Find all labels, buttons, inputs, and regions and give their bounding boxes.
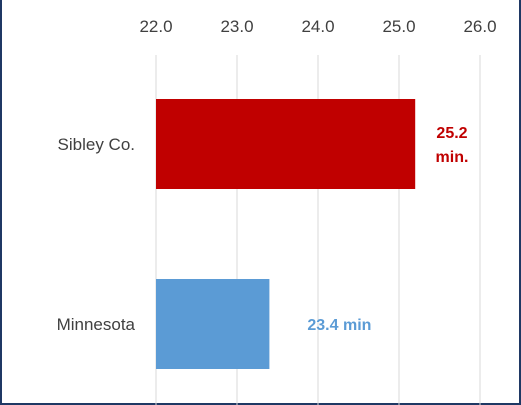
data-label-0: 25.2 min. (436, 125, 469, 166)
category-labels: Sibley Co. Minnesota (57, 135, 136, 334)
bar-0 (156, 99, 416, 189)
x-tick-label-1: 23.0 (220, 17, 253, 36)
bar-1 (156, 279, 270, 369)
category-label-0: Sibley Co. (58, 135, 135, 154)
x-axis-tick-labels: 22.0 23.0 24.0 25.0 26.0 (139, 17, 496, 36)
x-tick-label-2: 24.0 (301, 17, 334, 36)
category-label-1: Minnesota (57, 315, 136, 334)
bars (156, 99, 416, 369)
data-labels: 25.2 min. 23.4 min (307, 125, 468, 334)
data-label-1: 23.4 min (307, 317, 371, 334)
data-label-0-line-0: 25.2 (436, 125, 467, 142)
data-label-0-line-1: min. (436, 149, 469, 166)
x-tick-label-3: 25.0 (382, 17, 415, 36)
x-tick-label-4: 26.0 (463, 17, 496, 36)
data-label-1-line-0: 23.4 min (307, 317, 371, 334)
x-tick-label-0: 22.0 (139, 17, 172, 36)
